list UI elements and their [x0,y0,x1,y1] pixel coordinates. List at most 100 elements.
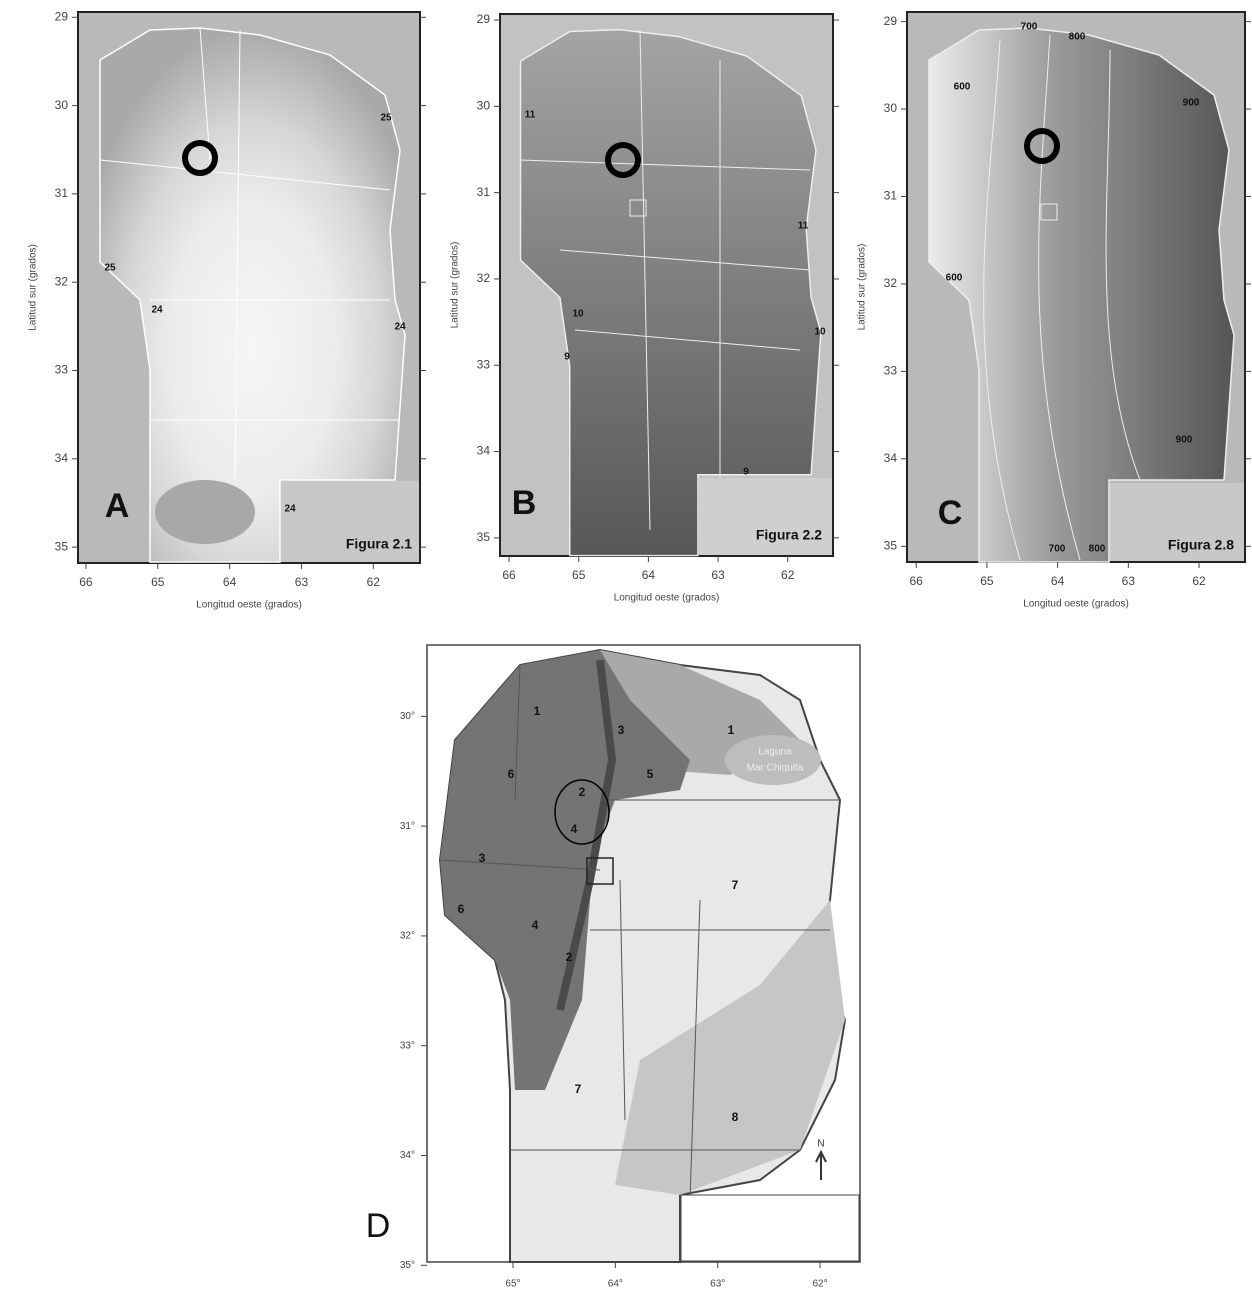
x-tick-label: 64 [1051,574,1065,588]
panel-c-map [906,11,1246,563]
region-label: 5 [647,767,654,781]
panel-letter: B [512,484,537,522]
y-tick-label: 31 [55,186,69,200]
x-tick-label: 66 [79,575,93,589]
y-tick-label: 30 [55,98,69,112]
x-tick-label: 63 [711,568,725,582]
contour-label: 700 [1049,544,1066,555]
region-label: 8 [732,1110,739,1124]
panel-a-map [77,11,421,564]
x-tick-label: 62 [367,575,381,589]
y-tick-label: 34 [55,451,69,465]
city [629,199,647,217]
x-tick-label: 65 [151,575,165,589]
x-tick-label: 65 [980,574,994,588]
contour-label: 800 [1069,32,1086,43]
panel-letter: D [366,1207,391,1245]
y-tick-label: 33 [55,363,69,377]
boundaries [519,29,811,531]
lake-label: Laguna [758,747,792,758]
contour-label: 25 [380,113,392,124]
region [615,900,845,1195]
x-tick-label: 64° [608,1279,623,1290]
x-axis-label: Longitud oeste (grados) [196,600,302,611]
y-tick-label: 30° [400,711,415,722]
region-label: 2 [579,785,586,799]
range [556,659,617,1011]
y-tick-label: 35 [55,539,69,553]
panel-b-map [499,13,834,557]
region [440,650,690,1090]
inset [281,481,419,562]
region-label: 4 [532,918,539,932]
y-tick-label: 35 [884,538,898,552]
y-tick-label: 31 [477,185,491,199]
x-tick-label: 66 [502,568,516,582]
x-tick-label: 64 [642,568,656,582]
x-tick-label: 63 [295,575,309,589]
x-tick-label: 62 [781,568,795,582]
site-marker [605,142,641,178]
contour-label: 600 [946,273,963,284]
contour-label: 9 [564,352,570,363]
y-tick-label: 29 [55,9,69,23]
y-tick-label: 34 [477,444,491,458]
y-axis-label: Latitud sur (grados) [28,244,39,331]
contour-label: 24 [394,322,406,333]
x-tick-label: 62° [813,1279,828,1290]
y-tick-label: 32 [477,271,491,285]
region-label: 2 [566,950,573,964]
region-label: 1 [728,723,735,737]
y-tick-label: 35 [477,530,491,544]
x-tick-label: 64 [223,575,237,589]
region-label: 7 [732,878,739,892]
x-tick-label: 63 [1122,574,1136,588]
y-tick-label: 35° [400,1260,415,1271]
y-tick-label: 32 [884,276,898,290]
inset [680,1194,860,1262]
y-tick-label: 31 [884,189,898,203]
x-tick-label: 66 [910,574,924,588]
site-marker [554,779,610,845]
contour-label: 10 [814,327,826,338]
y-tick-label: 32 [55,274,69,288]
contour-label: 24 [284,504,296,515]
y-tick-label: 31° [400,821,415,832]
inset [697,478,832,555]
contour-label: 700 [1021,22,1038,33]
contour-area [155,480,255,544]
y-tick-label: 34° [400,1150,415,1161]
x-axis-label: Longitud oeste (grados) [614,593,720,604]
y-tick-label: 34 [884,451,898,465]
y-tick-label: 33 [884,364,898,378]
contour-label: 600 [954,82,971,93]
contour-label: 9 [743,467,749,478]
contour-label: 900 [1183,98,1200,109]
y-tick-label: 30 [884,101,898,115]
x-tick-label: 65 [572,568,586,582]
boundaries [439,664,840,1201]
panel-letter: A [105,487,130,525]
figure-label: Figura 2.2 [756,527,822,543]
y-tick-label: 32° [400,931,415,942]
lake-label: Mar Chiquita [747,763,804,774]
contour-label: 900 [1176,435,1193,446]
x-tick-label: 62 [1192,574,1206,588]
boundaries [99,27,400,481]
site-marker [182,140,218,176]
y-tick-label: 30 [477,99,491,113]
panel-d-map [426,644,861,1263]
y-tick-label: 29 [884,14,898,28]
contour-label: 800 [1089,544,1106,555]
lake [725,735,821,785]
y-axis-label: Latitud sur (grados) [450,242,461,329]
contour-label: 25 [104,263,116,274]
y-tick-label: 33 [477,357,491,371]
y-tick-label: 29 [477,12,491,26]
contour-label: 11 [525,110,536,121]
region-label: 3 [618,723,625,737]
x-tick-label: 65° [505,1279,520,1290]
north-arrow [815,1149,827,1180]
y-tick-label: 33° [400,1040,415,1051]
